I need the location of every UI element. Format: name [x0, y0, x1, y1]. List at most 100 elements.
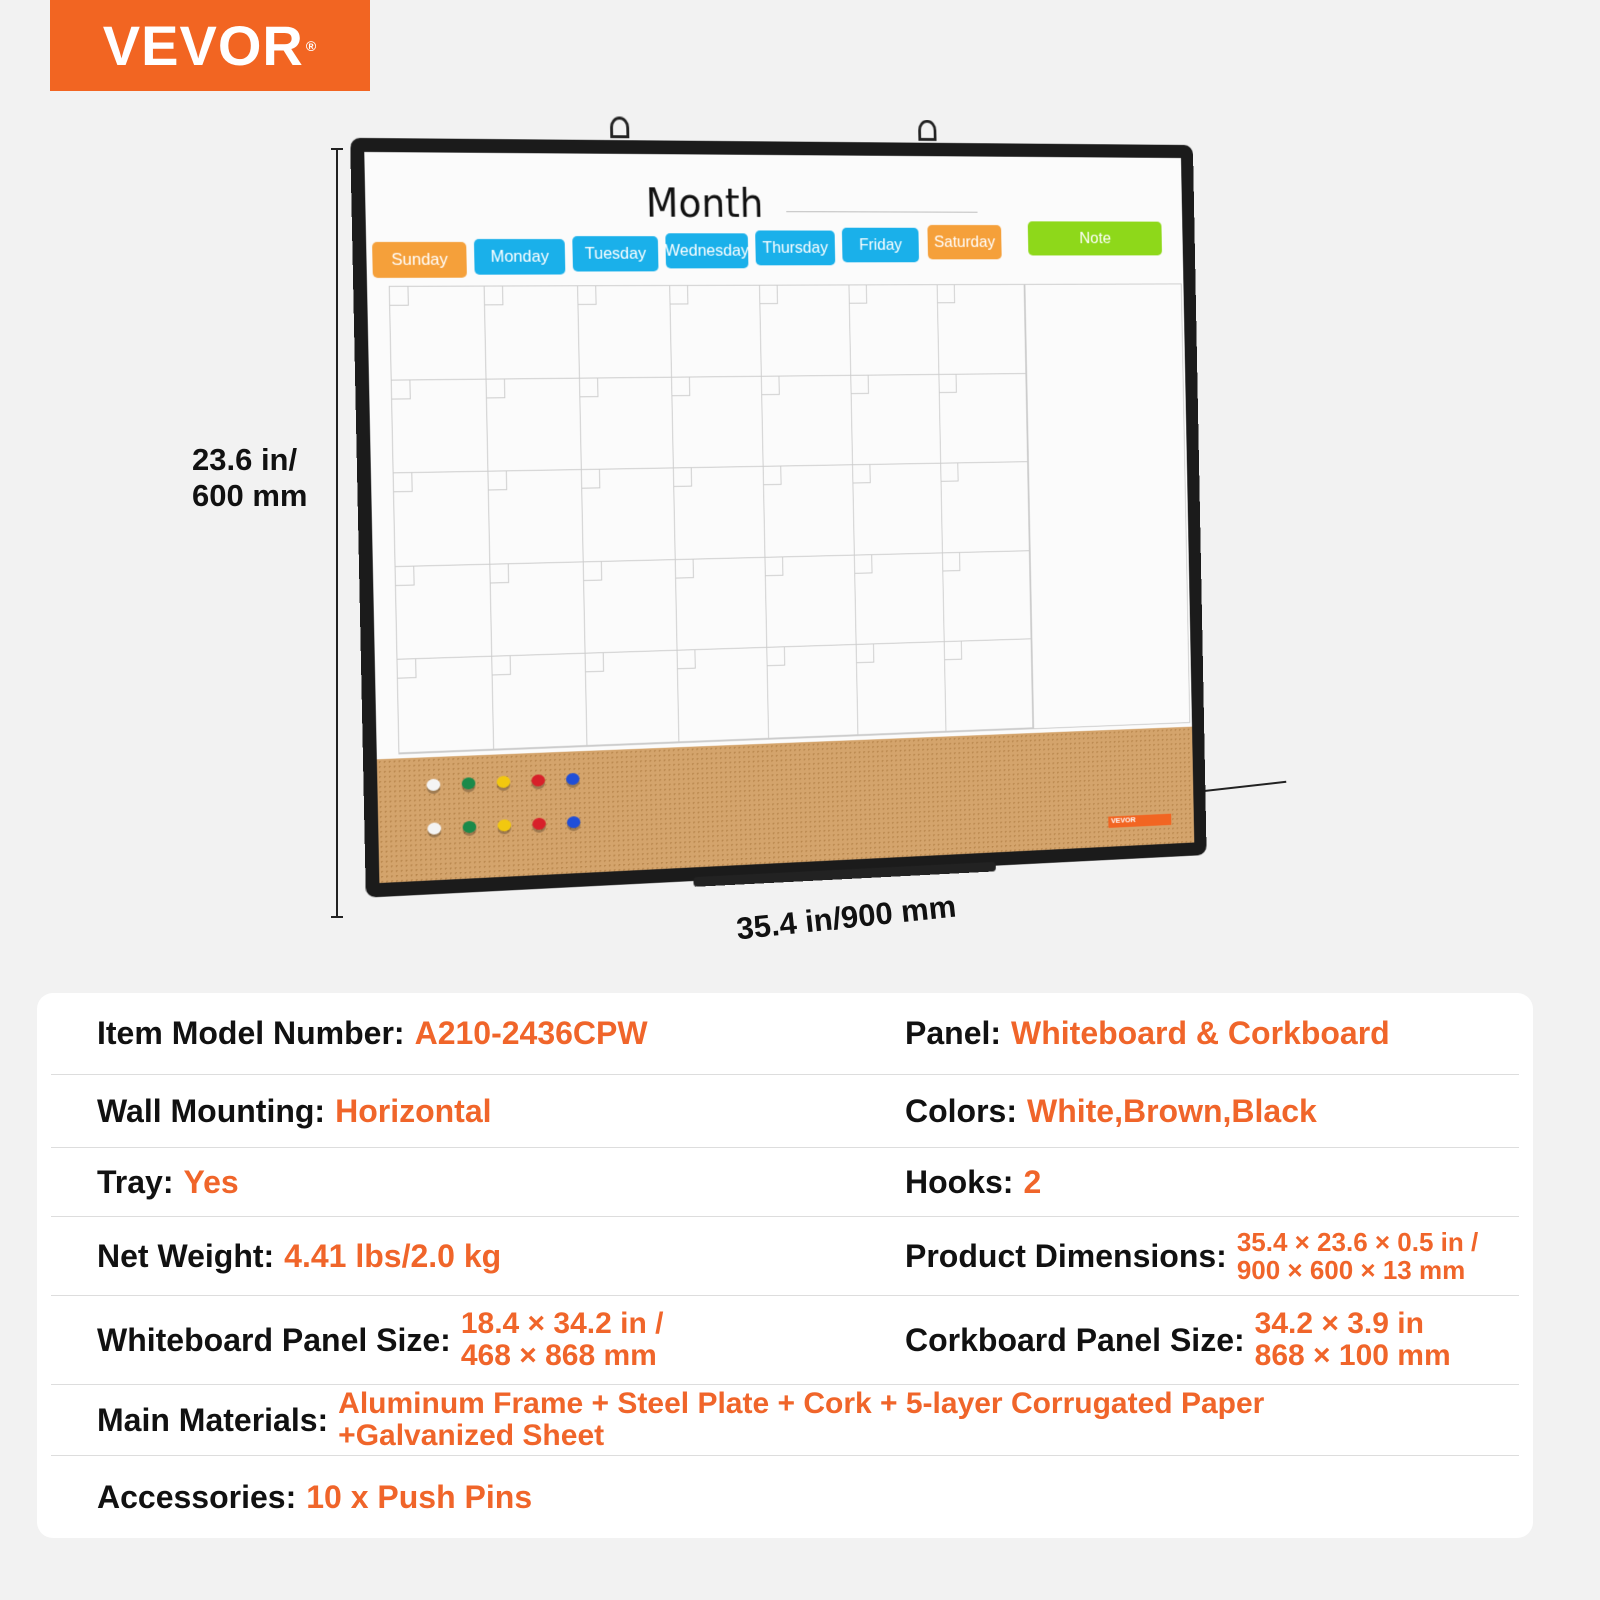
calendar-cell: [762, 375, 854, 467]
spec-row: Item Model Number: A210-2436CPW Panel: Whit…: [51, 993, 1519, 1075]
spec-row: Whiteboard Panel Size: 18.4 × 34.2 in /46…: [51, 1296, 1519, 1385]
spec-label: Main Materials:: [97, 1401, 329, 1438]
day-header-wednesday: Wednesday: [664, 233, 749, 269]
height-label-in: 23.6 in/: [192, 442, 298, 477]
spec-label: Wall Mounting:: [97, 1092, 326, 1129]
calendar-cell: [941, 462, 1030, 554]
spec-row: Wall Mounting: Horizontal Colors: White,Bro…: [51, 1075, 1519, 1148]
spec-value-line: +Galvanized Sheet: [338, 1419, 605, 1452]
push-pin-icon: [426, 778, 441, 792]
day-header-saturday: Saturday: [927, 224, 1002, 260]
push-pin-icon: [532, 817, 546, 831]
push-pin-icon: [461, 777, 476, 790]
calendar-cell: [675, 557, 768, 652]
spec-item: Item Model Number: A210-2436CPW: [97, 993, 648, 1074]
push-pin-icon: [496, 775, 511, 789]
calendar-cell: [579, 377, 674, 471]
calendar-cell: [939, 373, 1028, 464]
board-surface: Month Sunday Monday Tuesday Wednesday Thursd…: [364, 151, 1195, 884]
calendar-cell: [484, 286, 580, 380]
hook-icon: [918, 119, 937, 141]
calendar-cell: [849, 285, 940, 376]
spec-value: Whiteboard & Corkboard: [1011, 1015, 1390, 1051]
day-label: Tuesday: [584, 243, 647, 263]
push-pin-icon: [565, 772, 580, 786]
spec-item: Hooks: 2: [905, 1148, 1041, 1216]
logo-text: VEVOR: [102, 14, 304, 77]
day-label: Monday: [490, 246, 550, 266]
calendar-grid: [388, 283, 1035, 755]
calendar-cell: [937, 284, 1027, 375]
hook-icon: [609, 116, 630, 139]
day-label: Thursday: [762, 238, 829, 257]
height-dimension-line: [331, 148, 343, 918]
calendar-cell: [760, 285, 852, 377]
width-label: 35.4 in/900 mm: [734, 888, 958, 947]
spec-value-line: 468 × 868 mm: [460, 1339, 657, 1372]
spec-label: Accessories:: [97, 1478, 297, 1515]
calendar-cell: [581, 468, 676, 563]
cork-logo: VEVOR: [1108, 813, 1172, 828]
spec-value-line: 900 × 600 × 13 mm: [1236, 1255, 1466, 1285]
spec-value: 35.4 × 23.6 × 0.5 in /900 × 600 × 13 mm: [1237, 1228, 1478, 1284]
spec-row: Tray: Yes Hooks: 2: [51, 1148, 1519, 1217]
calendar-cell: [856, 642, 947, 736]
height-label: 23.6 in/ 600 mm: [192, 442, 307, 514]
calendar-cell: [391, 379, 489, 474]
spec-label: Net Weight:: [97, 1237, 275, 1274]
whiteboard-product: Month Sunday Monday Tuesday Wednesday Thursd…: [350, 116, 1207, 898]
calendar-cell: [944, 639, 1034, 732]
day-header-sunday: Sunday: [372, 241, 467, 278]
calendar-cell: [583, 559, 678, 655]
spec-item: Colors: White,Brown,Black: [905, 1075, 1317, 1147]
spec-value: Yes: [183, 1163, 239, 1200]
spec-value: 34.2 × 3.9 in 868 × 100 mm: [1255, 1308, 1451, 1372]
calendar-cell: [943, 550, 1032, 643]
calendar-cell: [763, 465, 856, 558]
spec-value: White,Brown,Black: [1027, 1092, 1317, 1129]
push-pin-icon: [566, 816, 581, 829]
calendar-cell: [577, 285, 672, 379]
push-pin-icon: [462, 820, 477, 834]
month-underline: [786, 211, 978, 213]
spec-label: Hooks:: [905, 1163, 1014, 1200]
spec-label: Colors:: [905, 1092, 1017, 1129]
calendar-cell: [677, 648, 770, 743]
spec-label: Corkboard Panel Size:: [905, 1321, 1245, 1358]
note-header: Note: [1027, 221, 1163, 256]
day-label: Wednesday: [664, 241, 749, 260]
day-header-thursday: Thursday: [755, 230, 836, 266]
calendar-cell: [853, 463, 944, 556]
calendar-cell: [389, 286, 487, 381]
spec-label: Product Dimensions:: [905, 1237, 1227, 1274]
spec-item: Panel: Whiteboard & Corkboard: [905, 993, 1390, 1074]
month-title: Month: [645, 181, 764, 227]
calendar-cell: [486, 378, 582, 472]
spec-label: Whiteboard Panel Size:: [97, 1321, 451, 1358]
calendar-cell: [851, 374, 942, 466]
calendar-cell: [855, 553, 945, 646]
spec-table: Item Model Number: A210-2436CPW Panel: Whit…: [37, 993, 1533, 1538]
note-area: [1025, 283, 1191, 730]
push-pin-icon: [531, 774, 546, 787]
spec-value: 4.41 lbs/2.0 kg: [284, 1237, 502, 1274]
calendar-cell: [671, 376, 764, 469]
calendar-cell: [765, 555, 857, 649]
spec-value-line: Aluminum Frame + Steel Plate + Cork + 5-…: [338, 1387, 1265, 1420]
calendar-cell: [397, 657, 494, 754]
spec-value-line: 35.4 × 23.6 × 0.5 in /: [1236, 1227, 1479, 1257]
day-header-monday: Monday: [473, 239, 566, 275]
spec-label: Item Model Number:: [97, 1015, 405, 1051]
spec-row: Main Materials: Aluminum Frame + Steel Pl…: [51, 1385, 1519, 1456]
calendar-cell: [673, 466, 766, 560]
day-label: Sunday: [391, 249, 449, 269]
day-header-friday: Friday: [841, 227, 920, 263]
push-pin-icon: [427, 822, 442, 835]
spec-item: Tray: Yes: [97, 1148, 239, 1216]
calendar-cell: [488, 470, 584, 565]
calendar-cell: [669, 285, 763, 378]
spec-label: Tray:: [97, 1163, 174, 1200]
spec-value: A210-2436CPW: [414, 1015, 648, 1051]
spec-row: Net Weight: 4.41 lbs/2.0 kg Product Dimens…: [51, 1217, 1519, 1296]
spec-value-line: 34.2 × 3.9 in: [1254, 1307, 1424, 1340]
